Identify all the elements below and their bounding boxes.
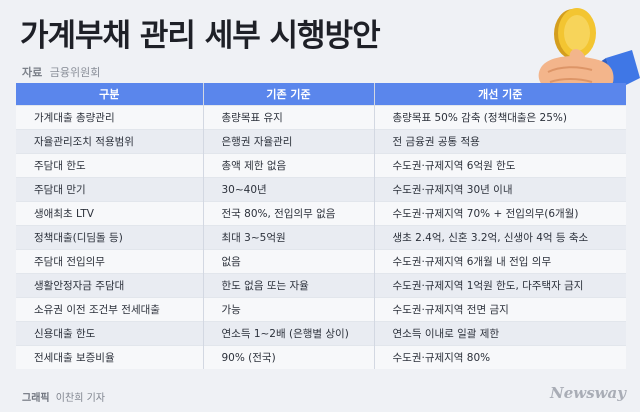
cell-existing: 총량목표 유지 [202, 105, 374, 130]
table-row: 주담대 전입의무 없음 수도권·규제지역 6개월 내 전입 의무 [16, 249, 626, 274]
cell-improved: 수도권·규제지역 70% + 전입의무(6개월) [373, 201, 626, 226]
cell-category: 생활안정자금 주담대 [16, 273, 203, 298]
credit-value: 이찬희 기자 [55, 393, 105, 404]
cell-improved: 총량목표 50% 감축 (정책대출은 25%) [373, 105, 626, 130]
cell-category: 전세대출 보증비율 [16, 345, 203, 369]
cell-existing: 없음 [202, 249, 374, 274]
cell-category: 소유권 이전 조건부 전세대출 [16, 297, 203, 322]
cell-improved: 연소득 이내로 일괄 제한 [373, 321, 626, 346]
table-row: 생활안정자금 주담대 한도 없음 또는 자율 수도권·규제지역 1억원 한도, … [16, 273, 626, 298]
graphic-credit: 그래픽 이찬희 기자 [22, 389, 105, 404]
cell-improved: 수도권·규제지역 6개월 내 전입 의무 [373, 249, 626, 274]
source-value: 금융위원회 [49, 66, 101, 79]
cell-existing: 30~40년 [202, 177, 374, 202]
cell-category: 신용대출 한도 [16, 321, 203, 346]
cell-existing: 가능 [202, 297, 374, 322]
column-header-improved: 개선 기준 [373, 83, 626, 106]
cell-improved: 생초 2.4억, 신혼 3.2억, 신생아 4억 등 축소 [373, 225, 626, 250]
cell-category: 생애최초 LTV [16, 201, 203, 226]
cell-improved: 수도권·규제지역 전면 금지 [373, 297, 626, 322]
column-header-category: 구분 [16, 83, 203, 106]
credit-label: 그래픽 [22, 393, 50, 404]
table-row: 소유권 이전 조건부 전세대출 가능 수도권·규제지역 전면 금지 [16, 297, 626, 322]
table-row: 가계대출 총량관리 총량목표 유지 총량목표 50% 감축 (정책대출은 25%… [16, 105, 626, 130]
coin-icon [554, 8, 596, 59]
cell-category: 가계대출 총량관리 [16, 105, 203, 130]
cell-improved: 수도권·규제지역 30년 이내 [373, 177, 626, 202]
table-row: 생애최초 LTV 전국 80%, 전입의무 없음 수도권·규제지역 70% + … [16, 201, 626, 226]
policy-table: 구분 기존 기준 개선 기준 가계대출 총량관리 총량목표 유지 총량목표 50… [16, 83, 626, 369]
source-label: 자료 [22, 66, 43, 79]
cell-improved: 수도권·규제지역 80% [373, 345, 626, 369]
table-row: 정책대출(디딤돌 등) 최대 3~5억원 생초 2.4억, 신혼 3.2억, 신… [16, 225, 626, 250]
table-row: 주담대 만기 30~40년 수도권·규제지역 30년 이내 [16, 177, 626, 202]
cell-existing: 한도 없음 또는 자율 [202, 273, 374, 298]
cell-existing: 은행권 자율관리 [202, 129, 374, 154]
cell-category: 주담대 전입의무 [16, 249, 203, 274]
table-row: 자율관리조치 적용범위 은행권 자율관리 전 금융권 공통 적용 [16, 129, 626, 154]
page-title: 가계부채 관리 세부 시행방안 [20, 18, 381, 54]
column-header-existing: 기존 기준 [202, 83, 374, 106]
cell-existing: 90% (전국) [202, 345, 374, 369]
cell-existing: 총액 제한 없음 [202, 153, 374, 178]
source-line: 자료 금융위원회 [22, 64, 100, 80]
table-header-row: 구분 기존 기준 개선 기준 [16, 83, 626, 106]
cell-category: 정책대출(디딤돌 등) [16, 225, 203, 250]
table-row: 신용대출 한도 연소득 1~2배 (은행별 상이) 연소득 이내로 일괄 제한 [16, 321, 626, 346]
cell-improved: 수도권·규제지역 6억원 한도 [373, 153, 626, 178]
cell-category: 주담대 한도 [16, 153, 203, 178]
newsway-logo: Newsway [550, 384, 626, 402]
cell-improved: 전 금융권 공통 적용 [373, 129, 626, 154]
cell-existing: 전국 80%, 전입의무 없음 [202, 201, 374, 226]
cell-existing: 최대 3~5억원 [202, 225, 374, 250]
cell-category: 자율관리조치 적용범위 [16, 129, 203, 154]
cell-category: 주담대 만기 [16, 177, 203, 202]
cell-improved: 수도권·규제지역 1억원 한도, 다주택자 금지 [373, 273, 626, 298]
cell-existing: 연소득 1~2배 (은행별 상이) [202, 321, 374, 346]
table-row: 주담대 한도 총액 제한 없음 수도권·규제지역 6억원 한도 [16, 153, 626, 178]
table-row: 전세대출 보증비율 90% (전국) 수도권·규제지역 80% [16, 345, 626, 369]
